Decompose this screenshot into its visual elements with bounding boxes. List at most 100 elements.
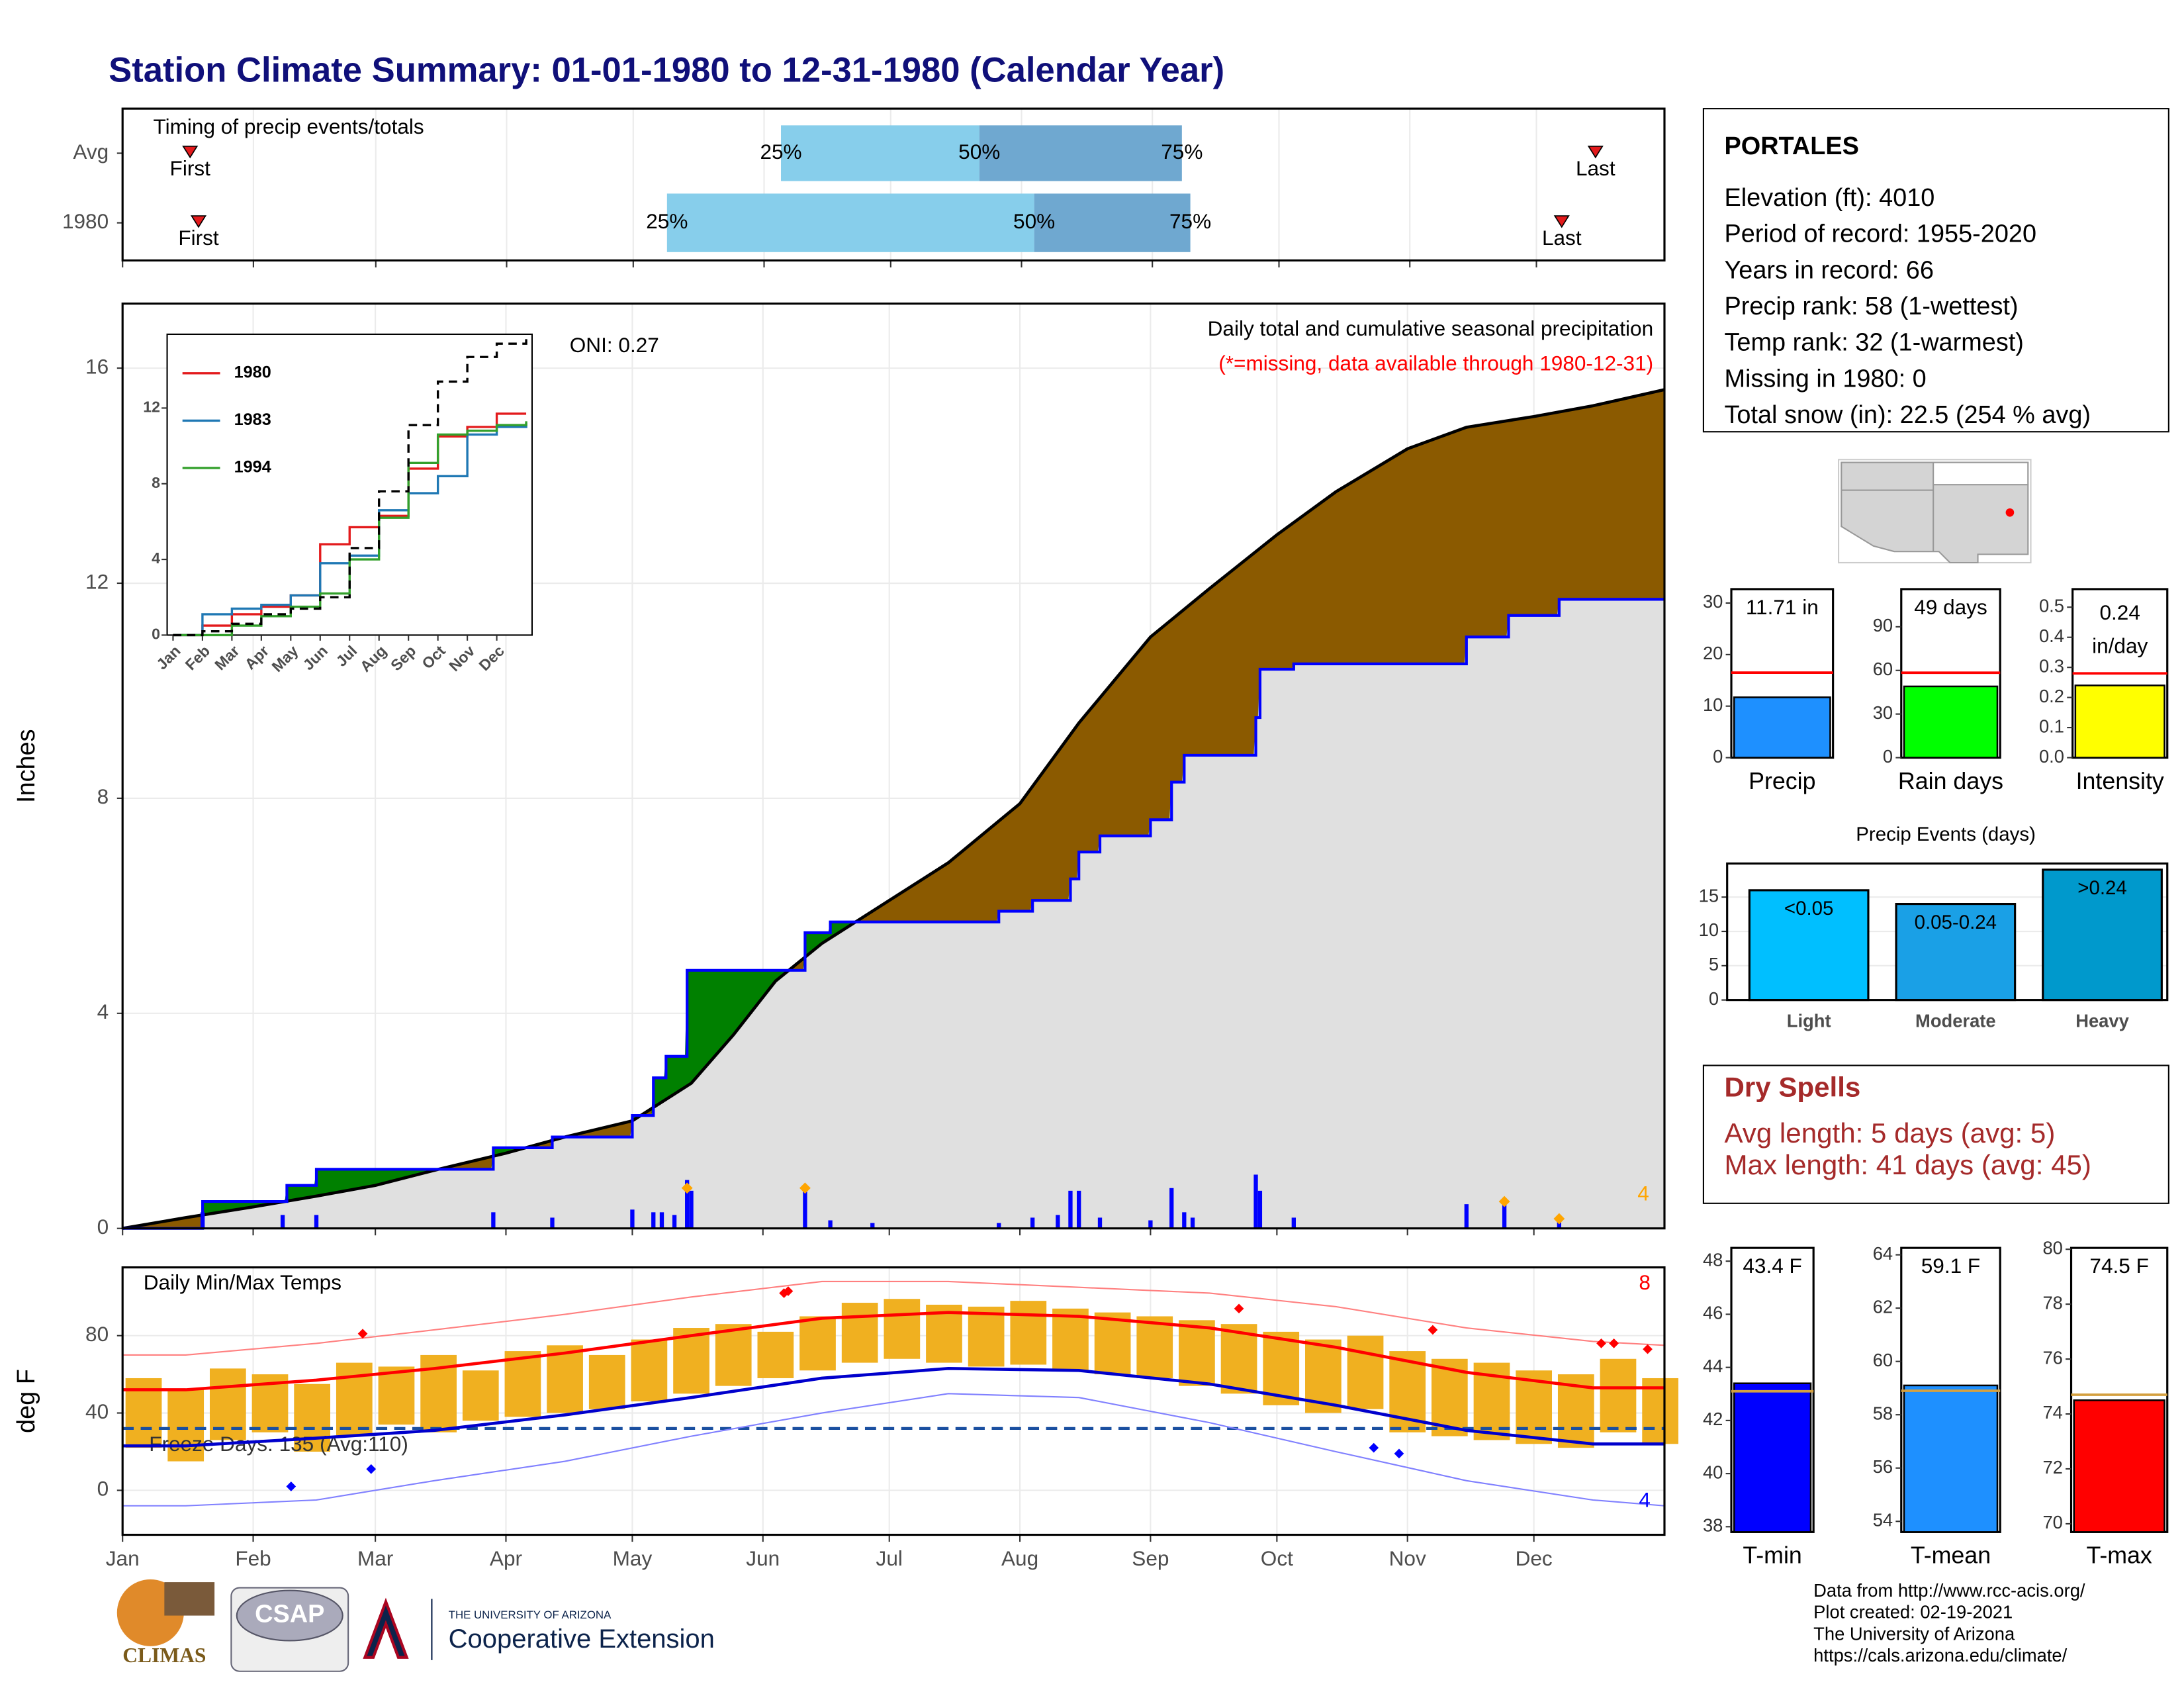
y-tick-label: 44 <box>1703 1356 1723 1376</box>
record-marker <box>1596 1338 1606 1348</box>
y-tick-label: 0 <box>97 1215 109 1239</box>
y-tick-label: 60 <box>1873 659 1893 679</box>
y-tick-label: 15 <box>1699 885 1719 906</box>
y-tick-label: 0.0 <box>2039 746 2064 767</box>
y-tick-label: 74 <box>2042 1402 2062 1423</box>
dry-spell-panel <box>1702 1064 2169 1204</box>
bar-label: 0.05-0.24 <box>1915 912 1997 933</box>
base-fill <box>122 599 1664 1229</box>
y-tick-label: 54 <box>1873 1509 1893 1530</box>
daily-temp-bar <box>884 1299 921 1359</box>
y-tick-label: 80 <box>85 1322 109 1346</box>
record-marker <box>366 1464 377 1474</box>
x-tick-label: Jan <box>106 1546 140 1570</box>
y-tick-label: 5 <box>1709 954 1719 974</box>
footer-line: https://cals.arizona.edu/climate/ <box>1813 1645 2067 1665</box>
record-high-count: 8 <box>1639 1270 1651 1294</box>
x-tick-label: Oct <box>1261 1546 1293 1570</box>
y-tick-label: 0 <box>152 626 160 643</box>
quantile-label: 50% <box>1013 209 1055 233</box>
logo-text: CLIMAS <box>122 1644 206 1667</box>
panel-border <box>121 1266 1666 1536</box>
x-tick-label: Sep <box>1132 1546 1169 1570</box>
daily-temp-bar <box>968 1306 1005 1367</box>
chart-title: Precip Events (days) <box>1856 823 2036 845</box>
daily-precip-bar <box>1097 1217 1103 1229</box>
legend-label: 1994 <box>234 458 271 477</box>
y-tick-label: 48 <box>1703 1249 1723 1270</box>
daily-precip-bar <box>200 1212 205 1229</box>
daily-temp-bar <box>1052 1308 1089 1371</box>
value-label: 74.5 F <box>2089 1254 2148 1278</box>
station-info: Elevation (ft): 4010 <box>1724 184 1934 212</box>
record-marker <box>357 1329 368 1339</box>
daily-precip-bar <box>803 1185 807 1229</box>
x-tick-label: Nov <box>1389 1546 1426 1570</box>
y-tick-label: 30 <box>1703 591 1723 612</box>
daily-temp-bar <box>631 1339 668 1402</box>
event-marker <box>1587 146 1604 159</box>
event-label: Last <box>1576 156 1615 180</box>
quantile-bar <box>979 125 1182 181</box>
daily-precip-bar <box>1169 1188 1174 1229</box>
extreme-count: 4 <box>1637 1182 1649 1205</box>
record-marker <box>1643 1344 1653 1354</box>
gauge-category: T-max <box>2086 1542 2152 1569</box>
x-tick-label: Dec <box>1516 1546 1553 1570</box>
daily-temp-bar <box>547 1345 583 1413</box>
y-tick-label: 0.5 <box>2039 595 2064 616</box>
x-tick-label: May <box>613 1546 653 1570</box>
gauge-bar <box>1733 696 1831 759</box>
y-tick-label: 0.4 <box>2039 626 2064 646</box>
daily-precip-bar <box>651 1212 656 1229</box>
daily-precip-bar <box>1257 1190 1263 1229</box>
temp-line <box>122 1311 1664 1391</box>
daily-precip-bar <box>689 1190 694 1229</box>
footer-line: The University of Arizona <box>1813 1623 2015 1644</box>
y-tick-label: 0.1 <box>2039 716 2064 736</box>
value-unit: in/day <box>2092 634 2148 658</box>
quantile-bar <box>1034 193 1191 252</box>
footer-line: Plot created: 02-19-2021 <box>1813 1602 2013 1622</box>
y-tick-label: 10 <box>1699 919 1719 940</box>
daily-temp-bar <box>1600 1358 1637 1432</box>
daily-precip-bar <box>630 1209 635 1229</box>
y-tick-label: 8 <box>97 784 109 808</box>
daily-precip-bar <box>491 1212 496 1229</box>
inset-line <box>173 336 527 637</box>
record-marker <box>1609 1338 1619 1348</box>
logos <box>116 1579 433 1672</box>
station-info: Total snow (in): 22.5 (254 % avg) <box>1724 401 2091 429</box>
y-tick-label: 60 <box>1873 1350 1893 1370</box>
event-marker <box>182 146 199 159</box>
gauge-bar <box>1903 685 1999 759</box>
y-tick-label: 8 <box>152 474 160 491</box>
legend-label: 1980 <box>234 363 271 382</box>
daily-precip-bar <box>1068 1190 1073 1229</box>
daily-precip-bar <box>1077 1190 1081 1229</box>
y-tick-label: 80 <box>2042 1237 2062 1258</box>
daily-precip-bar <box>1464 1204 1469 1229</box>
daily-temp-bar <box>799 1316 836 1371</box>
station-info: Period of record: 1955-2020 <box>1724 220 2036 248</box>
dry-spell-title: Dry Spells <box>1724 1071 1860 1102</box>
daily-temp-bar <box>1179 1320 1215 1386</box>
panel-border <box>121 303 1666 1230</box>
daily-precip-bar <box>550 1217 555 1229</box>
station-info: Precip rank: 58 (1-wettest) <box>1724 293 2018 320</box>
y-axis-title: deg F <box>13 1369 40 1433</box>
y-tick-label: 42 <box>1703 1409 1723 1429</box>
event-marker <box>1553 215 1570 228</box>
y-tick-label: 58 <box>1873 1403 1893 1423</box>
page-title: Station Climate Summary: 01-01-1980 to 1… <box>109 50 1224 89</box>
value-label: 0.24 <box>2099 600 2140 624</box>
y-tick-label: 46 <box>1703 1303 1723 1323</box>
daily-precip-bar <box>280 1215 285 1229</box>
logo-text: THE UNIVERSITY OF ARIZONA <box>449 1609 612 1621</box>
station-panel <box>1702 108 2169 433</box>
x-tick-label: Mar <box>357 1546 393 1570</box>
record-low-count: 4 <box>1639 1487 1651 1511</box>
logo-text: Cooperative Extension <box>449 1624 715 1654</box>
panel-title: Timing of precip events/totals <box>154 115 424 138</box>
y-tick-label: 40 <box>85 1399 109 1423</box>
